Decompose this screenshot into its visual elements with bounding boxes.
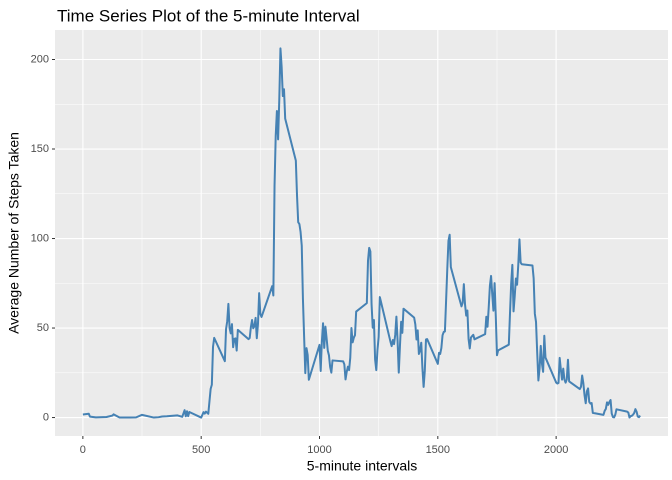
y-axis-title: Average Number of Steps Taken <box>6 132 22 334</box>
x-axis-title: 5-minute intervals <box>307 458 418 474</box>
x-tick-label: 500 <box>192 444 210 456</box>
y-tick-label: 100 <box>31 232 49 244</box>
data-line <box>82 47 641 419</box>
x-tick-label: 1500 <box>426 444 450 456</box>
plot-panel <box>55 30 668 436</box>
x-tick-label: 0 <box>80 444 86 456</box>
y-tick-label: 150 <box>31 143 49 155</box>
y-tick-label: 0 <box>43 411 49 423</box>
x-tick-label: 2000 <box>544 444 568 456</box>
y-tick-label: 50 <box>37 322 49 334</box>
chart-title: Time Series Plot of the 5-minute Interva… <box>57 6 360 25</box>
y-tick-label: 200 <box>31 53 49 65</box>
x-tick-label: 1000 <box>307 444 331 456</box>
